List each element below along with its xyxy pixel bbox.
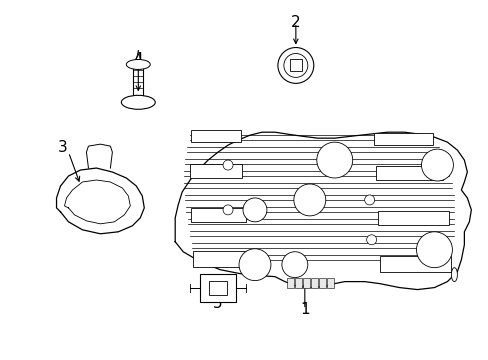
Circle shape bbox=[281, 252, 307, 278]
Text: 2: 2 bbox=[290, 15, 300, 30]
Bar bbox=[375, 166, 443, 180]
Circle shape bbox=[293, 184, 325, 216]
Ellipse shape bbox=[121, 95, 155, 109]
Polygon shape bbox=[57, 168, 144, 234]
Bar bbox=[190, 164, 242, 178]
Circle shape bbox=[223, 205, 233, 215]
Bar bbox=[310, 278, 317, 288]
Text: 3: 3 bbox=[58, 140, 67, 155]
Bar bbox=[294, 278, 301, 288]
Ellipse shape bbox=[126, 59, 150, 69]
Bar bbox=[326, 278, 333, 288]
Text: 4: 4 bbox=[133, 53, 143, 67]
Bar bbox=[200, 274, 236, 302]
Ellipse shape bbox=[450, 268, 456, 282]
Text: 5: 5 bbox=[213, 297, 223, 311]
Circle shape bbox=[416, 232, 451, 268]
Bar bbox=[193, 251, 247, 267]
Circle shape bbox=[366, 235, 376, 245]
Circle shape bbox=[316, 142, 352, 178]
Circle shape bbox=[243, 198, 266, 222]
Circle shape bbox=[223, 160, 233, 170]
Bar bbox=[373, 133, 432, 145]
Bar bbox=[379, 256, 450, 272]
Bar bbox=[377, 211, 448, 225]
Polygon shape bbox=[175, 132, 470, 289]
Circle shape bbox=[421, 149, 452, 181]
Bar bbox=[318, 278, 325, 288]
Circle shape bbox=[239, 249, 270, 280]
Circle shape bbox=[277, 48, 313, 84]
Circle shape bbox=[284, 54, 307, 77]
Bar bbox=[191, 130, 241, 142]
Circle shape bbox=[364, 195, 374, 205]
Bar bbox=[302, 278, 309, 288]
Bar bbox=[209, 280, 226, 294]
Text: 1: 1 bbox=[300, 302, 309, 318]
Bar bbox=[289, 59, 301, 71]
Bar bbox=[191, 208, 245, 222]
Bar bbox=[286, 278, 293, 288]
